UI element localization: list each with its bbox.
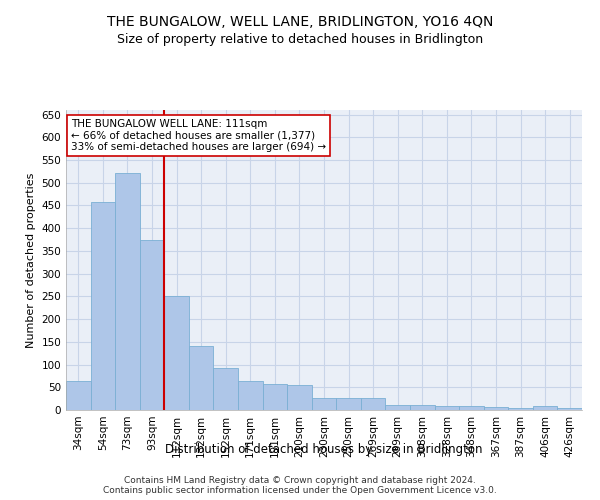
Bar — [533, 406, 557, 410]
Bar — [91, 202, 115, 410]
Bar — [164, 296, 189, 410]
Bar — [410, 404, 434, 410]
Bar — [312, 398, 336, 410]
Bar — [263, 384, 287, 410]
Bar — [287, 384, 312, 410]
Y-axis label: Number of detached properties: Number of detached properties — [26, 172, 36, 348]
Text: THE BUNGALOW, WELL LANE, BRIDLINGTON, YO16 4QN: THE BUNGALOW, WELL LANE, BRIDLINGTON, YO… — [107, 15, 493, 29]
Bar — [361, 398, 385, 410]
Text: Contains HM Land Registry data © Crown copyright and database right 2024.
Contai: Contains HM Land Registry data © Crown c… — [103, 476, 497, 495]
Text: THE BUNGALOW WELL LANE: 111sqm
← 66% of detached houses are smaller (1,377)
33% : THE BUNGALOW WELL LANE: 111sqm ← 66% of … — [71, 119, 326, 152]
Bar — [385, 404, 410, 410]
Text: Distribution of detached houses by size in Bridlington: Distribution of detached houses by size … — [165, 442, 483, 456]
Bar — [434, 406, 459, 410]
Bar — [66, 382, 91, 410]
Bar — [140, 240, 164, 410]
Bar — [459, 406, 484, 410]
Bar — [508, 408, 533, 410]
Bar — [115, 173, 140, 410]
Bar — [336, 398, 361, 410]
Bar — [484, 408, 508, 410]
Bar — [557, 408, 582, 410]
Text: Size of property relative to detached houses in Bridlington: Size of property relative to detached ho… — [117, 32, 483, 46]
Bar — [189, 346, 214, 410]
Bar — [214, 368, 238, 410]
Bar — [238, 382, 263, 410]
